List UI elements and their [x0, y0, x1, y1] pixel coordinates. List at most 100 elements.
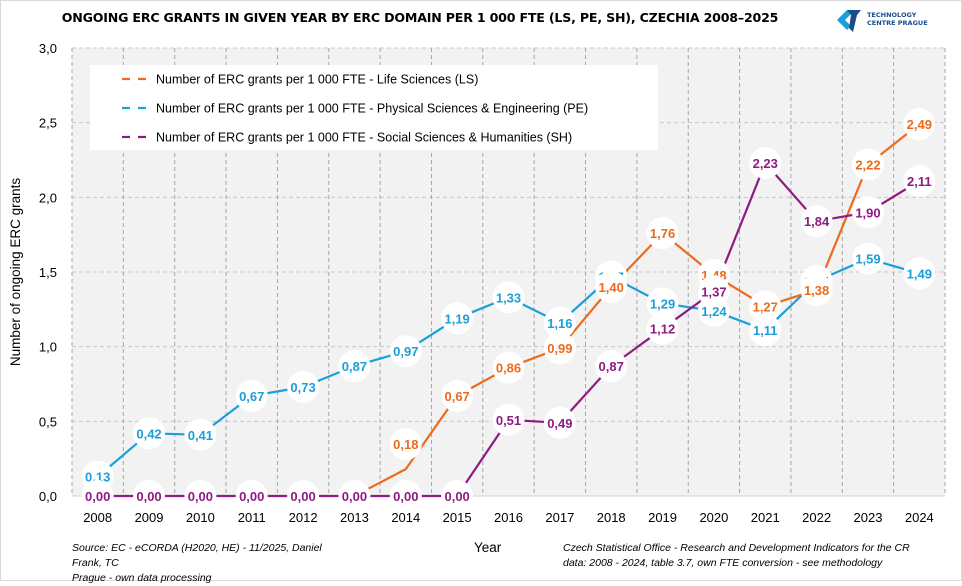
- data-label: 1,59: [855, 252, 880, 267]
- legend-label-pe: Number of ERC grants per 1 000 FTE - Phy…: [156, 102, 588, 116]
- data-point-pe: 1,59: [851, 242, 884, 275]
- data-point-sh: 0,51: [492, 403, 525, 436]
- data-label-bubble: [441, 379, 474, 412]
- data-point-ls: 1,76: [646, 217, 679, 250]
- data-label-bubble: [646, 312, 679, 345]
- data-label: 2,22: [855, 157, 880, 172]
- y-tick-label: 1,5: [39, 265, 57, 280]
- data-point-sh: 1,90: [851, 196, 884, 229]
- logo-icon: [837, 10, 861, 32]
- x-tick-label: 2009: [135, 510, 164, 525]
- data-point-ls: 2,49: [903, 108, 936, 141]
- data-point-pe: 1,29: [646, 287, 679, 320]
- logo-line-1: TECHNOLOGY: [867, 11, 917, 19]
- data-label-bubble: [595, 270, 628, 303]
- data-point-pe: 0,67: [235, 379, 268, 412]
- x-tick-label: 2021: [751, 510, 780, 525]
- data-label-bubble: [903, 164, 936, 197]
- data-label-bubble: [287, 480, 320, 512]
- logo-line-2: CENTRE PRAGUE: [867, 19, 928, 27]
- data-label-bubble: [81, 480, 114, 512]
- x-axis-title: Year: [474, 540, 502, 555]
- data-point-pe: 0,87: [338, 350, 371, 383]
- data-label: 0,13: [85, 470, 110, 485]
- data-point-sh: 0,00: [235, 480, 268, 512]
- data-label-bubble: [389, 335, 422, 368]
- data-label-bubble: [389, 428, 422, 461]
- y-tick-label: 3,0: [39, 41, 57, 56]
- data-label: 0,86: [496, 361, 521, 376]
- legend-box: [90, 65, 658, 150]
- data-label-bubble: [287, 370, 320, 403]
- data-label-bubble: [595, 350, 628, 383]
- source-left-line-1: Source: EC - eCORDA (H2020, HE) - 11/202…: [72, 542, 322, 569]
- data-label-bubble: [800, 273, 833, 306]
- data-label-bubble: [851, 148, 884, 181]
- data-label-bubble: [184, 418, 217, 451]
- data-label-bubble: [749, 146, 782, 179]
- data-label: 0,00: [85, 489, 110, 504]
- data-label-bubble: [749, 314, 782, 347]
- data-label-bubble: [441, 480, 474, 512]
- data-label: 0,99: [547, 341, 572, 356]
- technology-centre-prague-logo: TECHNOLOGY CENTRE PRAGUE: [835, 6, 960, 34]
- data-label-bubble: [646, 287, 679, 320]
- data-label-bubble: [492, 351, 525, 384]
- data-label: 1,27: [753, 299, 778, 314]
- data-point-pe: 1,16: [543, 306, 576, 339]
- data-label: 1,33: [496, 290, 521, 305]
- data-label: 1,37: [701, 284, 726, 299]
- data-point-ls: 0,67: [441, 379, 474, 412]
- data-label-bubble: [903, 257, 936, 290]
- data-label-bubble: [133, 417, 166, 450]
- source-right-line-2: data: 2008 - 2024, table 3.7, own FTE co…: [563, 557, 883, 569]
- data-point-pe: 0,97: [389, 335, 422, 368]
- data-point-sh: 0,00: [184, 480, 217, 512]
- data-label-bubble: [235, 379, 268, 412]
- logo-text: TECHNOLOGY CENTRE PRAGUE: [867, 11, 928, 27]
- data-label-bubble: [338, 350, 371, 383]
- x-tick-label: 2011: [238, 510, 266, 525]
- x-tick-label: 2008: [83, 510, 112, 525]
- legend-label-sh: Number of ERC grants per 1 000 FTE - Soc…: [156, 131, 572, 145]
- data-label: 2,49: [907, 117, 932, 132]
- data-point-ls: 0,86: [492, 351, 525, 384]
- data-point-ls: 1,27: [749, 290, 782, 323]
- data-point-sh: 0,00: [81, 480, 114, 512]
- data-point-pe: 0,41: [184, 418, 217, 451]
- data-label: 0,00: [342, 489, 367, 504]
- data-label: 0,00: [136, 489, 161, 504]
- data-label: 1,40: [599, 280, 624, 295]
- data-label-bubble: [749, 290, 782, 323]
- y-tick-label: 2,0: [39, 190, 57, 205]
- y-axis-ticks: 0,0 0,5 1,0 1,5 2,0 2,5 3,0: [39, 41, 57, 504]
- data-label: 0,18: [393, 437, 418, 452]
- source-note-right: Czech Statistical Office - Research and …: [563, 541, 962, 571]
- x-tick-label: 2023: [854, 510, 883, 525]
- data-label: 1,12: [650, 322, 675, 337]
- data-label-bubble: [646, 217, 679, 250]
- data-label-bubble: [389, 480, 422, 512]
- data-label: 1,29: [650, 296, 675, 311]
- data-label-bubble: [543, 306, 576, 339]
- data-point-sh: 0,00: [133, 480, 166, 512]
- data-label: 0,00: [290, 489, 315, 504]
- y-tick-label: 2,5: [39, 116, 57, 131]
- data-point-sh: 0,00: [287, 480, 320, 512]
- data-label: 0,67: [444, 389, 469, 404]
- data-point-sh: 0,49: [543, 406, 576, 439]
- data-label-bubble: [184, 480, 217, 512]
- data-label: 1,11: [753, 323, 778, 338]
- data-point-sh: 0,00: [338, 480, 371, 512]
- data-label-bubble: [338, 480, 371, 512]
- data-label: 1,16: [547, 316, 572, 331]
- x-tick-label: 2012: [289, 510, 318, 525]
- data-label: 0,00: [239, 489, 264, 504]
- data-label-bubble: [851, 196, 884, 229]
- data-label-bubble: [543, 332, 576, 365]
- data-point-pe: 0,42: [133, 417, 166, 450]
- data-label: 2,11: [907, 174, 932, 189]
- data-label: 1,19: [444, 311, 469, 326]
- data-label: 2,23: [753, 156, 778, 171]
